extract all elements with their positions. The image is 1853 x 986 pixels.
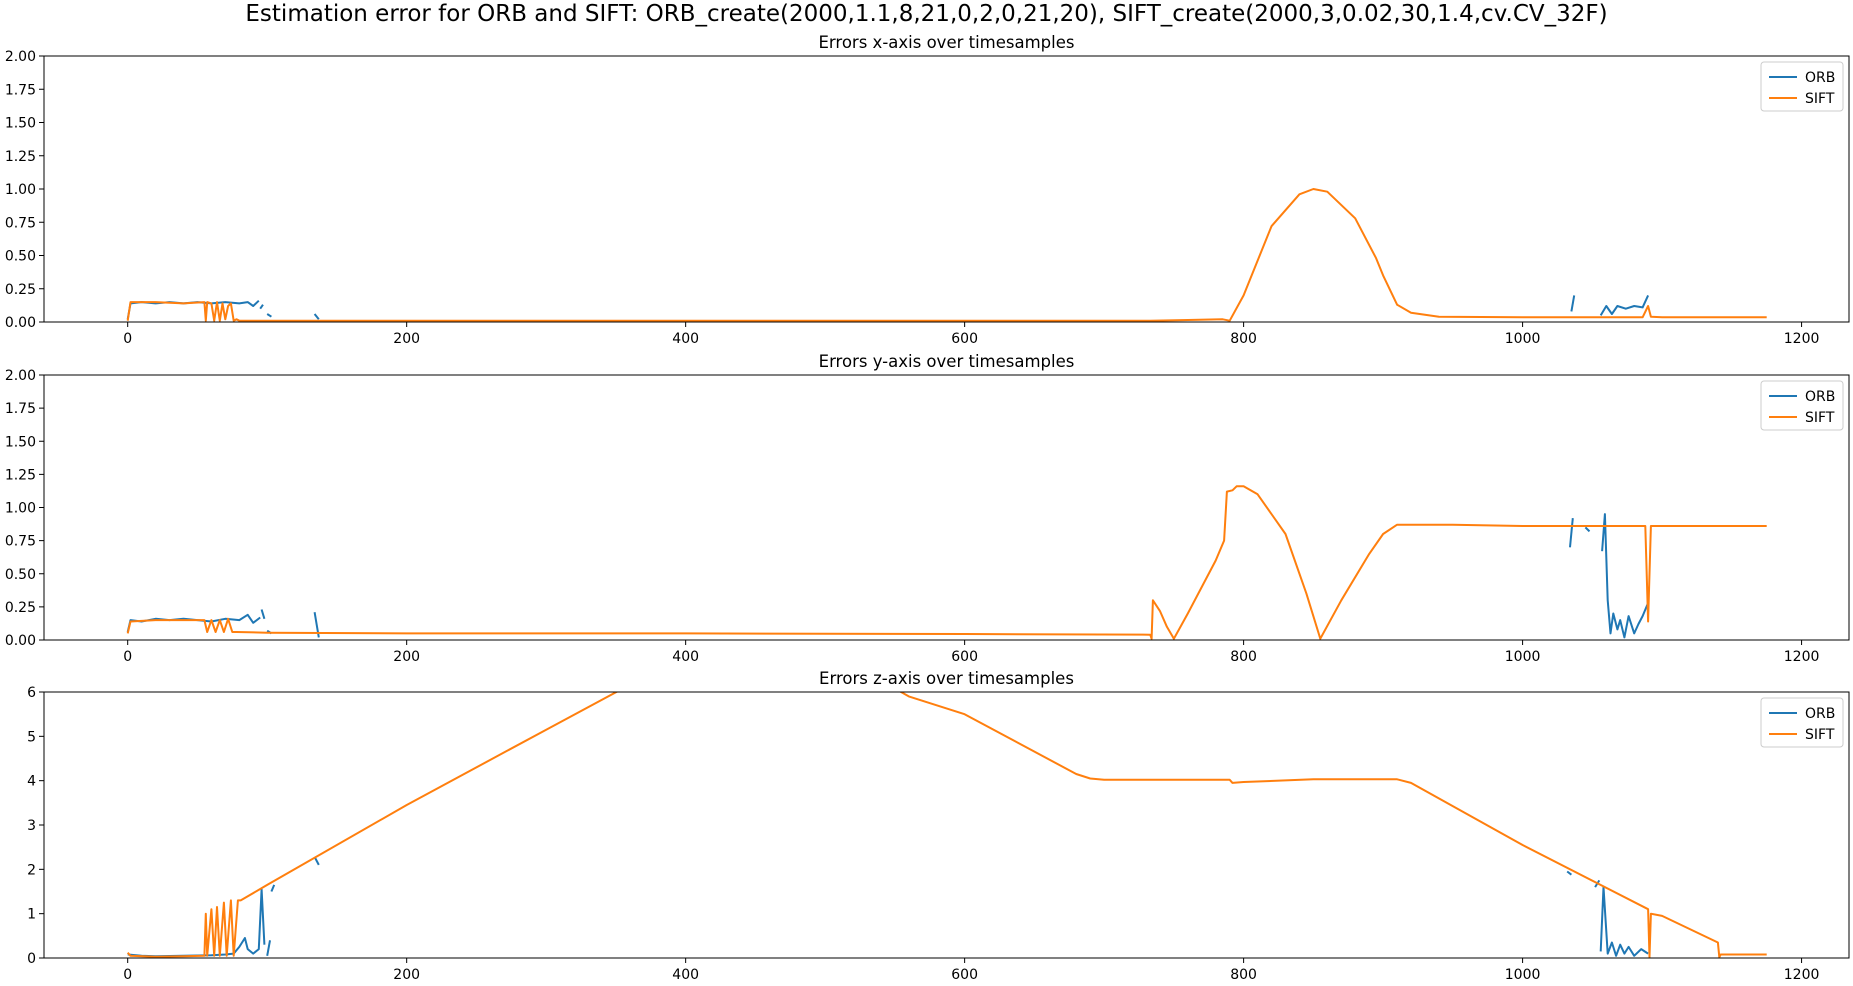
x-tick-label: 1000: [1505, 967, 1541, 983]
axes-frame-x: [43, 55, 1850, 323]
plot-area-y: [126, 485, 1767, 640]
legend-label-orb: ORB: [1805, 706, 1835, 722]
series-orb-line: [266, 313, 272, 318]
subplot-x: Errors x-axis over timesamples 0.00 0.25 0.…: [5, 33, 1850, 347]
legend-label-sift: SIFT: [1805, 91, 1835, 107]
plot-area-x: [126, 188, 1767, 322]
y-tick-label: 1.75: [5, 82, 36, 98]
subplot-title-y: Errors y-axis over timesamples: [819, 352, 1075, 371]
x-tick-label: 800: [1230, 967, 1257, 983]
y-tick-label: 4: [27, 774, 36, 790]
y-tick-label: 2.00: [5, 49, 36, 65]
series-sift-line: [126, 485, 1767, 640]
series-orb-line: [1570, 295, 1576, 312]
plot-area-z: [126, 692, 1767, 958]
y-tick-label: 3: [27, 818, 36, 834]
y-tick-label: 1.25: [5, 467, 36, 483]
y-tick-label: 2.00: [5, 368, 36, 384]
x-tick-label: 400: [672, 649, 699, 665]
x-tick-label: 400: [672, 331, 699, 347]
x-tick-label: 1200: [1784, 649, 1820, 665]
series-orb-line: [1584, 526, 1591, 533]
series-orb-line: [1601, 513, 1650, 639]
y-tick-label: 0.50: [5, 567, 36, 583]
legend-label-orb: ORB: [1805, 70, 1835, 86]
x-tick-label: 600: [951, 331, 978, 347]
subplot-y: Errors y-axis over timesamples 0.00 0.25 0.…: [5, 352, 1850, 665]
series-orb-line: [260, 609, 266, 620]
legend-y: ORB SIFT: [1760, 380, 1844, 431]
y-tick-label: 1.75: [5, 401, 36, 417]
y-tick-label: 1: [27, 907, 36, 923]
axes-frame-y: [43, 374, 1850, 641]
y-tick-label: 1.00: [5, 501, 36, 517]
series-orb-line: [313, 313, 320, 320]
legend-label-sift: SIFT: [1805, 727, 1835, 743]
x-tick-label: 0: [123, 967, 132, 983]
series-orb-line: [270, 884, 276, 892]
x-tick-label: 1000: [1505, 331, 1541, 347]
legend-z: ORB SIFT: [1760, 697, 1844, 748]
series-orb-line: [1569, 518, 1574, 548]
x-tick-label: 800: [1230, 331, 1257, 347]
x-tick-label: 1000: [1505, 649, 1541, 665]
y-tick-label: 0.25: [5, 600, 36, 616]
y-tick-label: 1.00: [5, 182, 36, 198]
y-tick-label: 0: [27, 951, 36, 967]
series-orb-line: [1566, 870, 1573, 876]
x-tick-label: 200: [393, 967, 420, 983]
x-tick-label: 0: [123, 649, 132, 665]
x-tick-label: 1200: [1784, 331, 1820, 347]
x-tick-label: 400: [672, 967, 699, 983]
series-orb-line: [1599, 886, 1649, 957]
figure-title: Estimation error for ORB and SIFT: ORB_c…: [245, 1, 1608, 27]
x-tick-label: 800: [1230, 649, 1257, 665]
series-orb-line: [126, 613, 261, 633]
x-tick-label: 200: [393, 649, 420, 665]
series-orb-line: [1599, 294, 1650, 316]
y-tick-label: 1.50: [5, 434, 36, 450]
series-orb-line: [266, 940, 271, 956]
y-tick-label: 2: [27, 862, 36, 878]
subplot-title-z: Errors z-axis over timesamples: [819, 669, 1074, 688]
y-tick-label: 0.75: [5, 215, 36, 231]
x-tick-label: 600: [951, 967, 978, 983]
x-tick-label: 1200: [1784, 967, 1820, 983]
y-tick-label: 0.25: [5, 282, 36, 298]
y-tick-label: 0.75: [5, 534, 36, 550]
legend-x: ORB SIFT: [1760, 61, 1844, 112]
series-sift-line: [126, 692, 1767, 958]
y-tick-label: 5: [27, 729, 36, 745]
y-tick-label: 0.50: [5, 249, 36, 265]
legend-label-sift: SIFT: [1805, 410, 1835, 426]
y-tick-label: 1.50: [5, 116, 36, 132]
y-tick-label: 1.25: [5, 149, 36, 165]
y-tick-label: 0.00: [5, 315, 36, 331]
series-sift-line: [126, 188, 1767, 322]
x-tick-label: 0: [123, 331, 132, 347]
subplot-title-x: Errors x-axis over timesamples: [819, 33, 1075, 52]
legend-label-orb: ORB: [1805, 389, 1835, 405]
x-tick-label: 600: [951, 649, 978, 665]
axes-frame-z: [43, 691, 1850, 959]
y-tick-label: 0.00: [5, 633, 36, 649]
subplot-z: Errors z-axis over timesamples 0 1 2 3 4 5 6 0 20…: [27, 669, 1850, 983]
series-orb-line: [259, 304, 264, 310]
y-tick-label: 6: [27, 685, 36, 701]
x-tick-label: 200: [393, 331, 420, 347]
